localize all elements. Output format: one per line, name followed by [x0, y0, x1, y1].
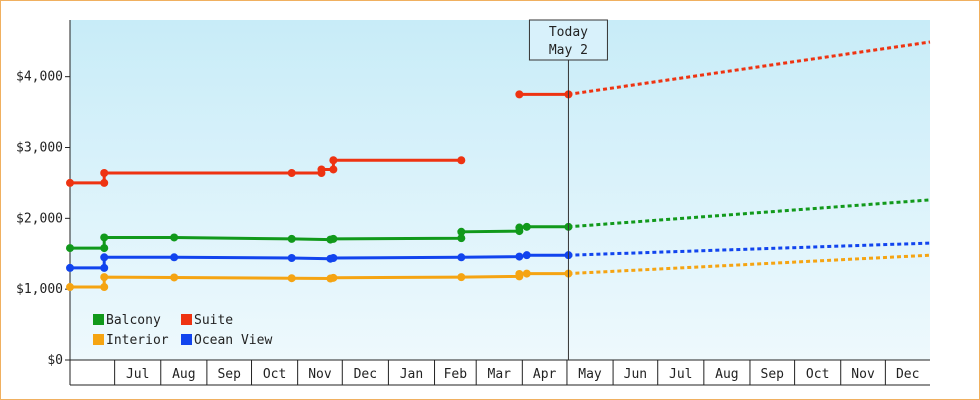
data-point — [457, 234, 466, 243]
data-point — [66, 244, 74, 253]
x-tick-label: Dec — [896, 367, 919, 382]
data-point — [100, 273, 109, 282]
y-tick-label: $2,000 — [16, 211, 63, 226]
x-tick-label: Sep — [217, 367, 241, 382]
today-date: May 2 — [549, 43, 588, 58]
data-point — [170, 253, 179, 262]
x-tick-label: Oct — [263, 367, 286, 382]
data-point — [66, 263, 74, 272]
data-point — [522, 222, 531, 231]
data-point — [100, 244, 109, 253]
legend-swatch — [93, 334, 104, 345]
data-point — [329, 254, 338, 262]
x-tick-label: Oct — [806, 367, 829, 382]
x-tick-label: Sep — [761, 367, 785, 382]
y-tick-label: $0 — [47, 353, 63, 368]
data-point — [522, 269, 531, 278]
x-tick-label: Nov — [308, 367, 332, 382]
legend-label: Suite — [194, 313, 233, 328]
series-forecast-suite — [568, 40, 931, 96]
today-label: Today — [549, 25, 588, 40]
data-point — [329, 273, 338, 282]
data-point — [522, 251, 531, 260]
data-point — [100, 283, 109, 292]
data-point — [287, 169, 296, 177]
x-tick-label: Apr — [533, 367, 557, 382]
data-point — [170, 233, 179, 242]
data-point — [317, 165, 326, 174]
data-point — [515, 223, 524, 232]
x-tick-label: Jun — [624, 367, 647, 382]
legend-swatch — [93, 314, 104, 325]
legend-label: Interior — [106, 333, 169, 348]
data-point — [287, 234, 296, 243]
data-point — [515, 269, 524, 278]
x-tick-label: Dec — [354, 367, 377, 382]
legend-label: Balcony — [106, 313, 161, 328]
data-point — [515, 252, 524, 261]
x-tick-label: Mar — [488, 367, 512, 382]
data-point — [100, 253, 109, 262]
x-tick-label: Feb — [444, 367, 468, 382]
today-box — [528, 19, 608, 61]
data-point — [515, 90, 524, 99]
legend-label: Ocean View — [194, 333, 272, 348]
data-point — [287, 274, 296, 283]
data-point — [457, 227, 466, 236]
data-point — [457, 253, 466, 262]
y-tick-label: $3,000 — [16, 141, 63, 156]
series-forecast-ocean-view — [568, 241, 931, 257]
data-point — [329, 165, 338, 174]
data-point — [100, 263, 109, 272]
data-point — [457, 273, 466, 282]
legend-swatch — [181, 334, 192, 345]
data-point — [457, 156, 466, 165]
data-point — [100, 178, 109, 187]
x-tick-label: Jul — [126, 367, 149, 382]
data-point — [170, 273, 179, 282]
series-forecast-balcony — [568, 198, 931, 229]
data-point — [329, 234, 338, 243]
legend-swatch — [181, 314, 192, 325]
y-tick-label: $4,000 — [16, 70, 63, 85]
data-point — [287, 254, 296, 262]
series-forecast-interior — [568, 253, 931, 276]
data-point — [66, 178, 74, 187]
plot-background — [70, 20, 930, 360]
x-tick-label: May — [578, 367, 602, 382]
x-tick-label: Jul — [669, 367, 692, 382]
y-tick-label: $1,000 — [16, 282, 63, 297]
x-tick-label: Aug — [172, 367, 195, 382]
data-point — [329, 156, 338, 165]
data-point — [100, 169, 109, 177]
x-tick-label: Nov — [851, 367, 875, 382]
x-tick-label: Jan — [400, 367, 423, 382]
data-point — [66, 283, 74, 292]
x-tick-label: Aug — [715, 367, 738, 382]
data-point — [100, 233, 109, 242]
